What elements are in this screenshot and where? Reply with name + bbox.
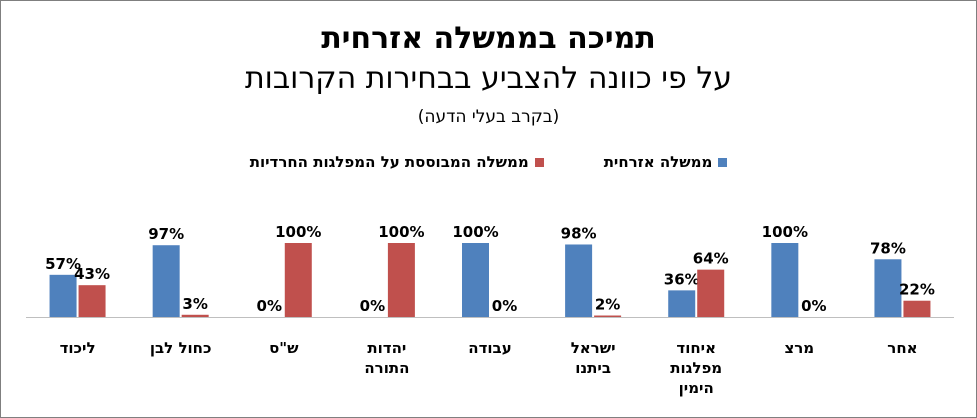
data-label: 100% <box>275 223 321 241</box>
bar-haredi <box>181 314 209 317</box>
bar-civil <box>771 243 799 317</box>
category-label: הימין <box>679 379 714 397</box>
data-label: 36% <box>664 270 700 288</box>
bar-civil <box>565 244 593 317</box>
chart-title: תמיכה בממשלה אזרחית <box>321 21 656 56</box>
legend-label-haredi: ממשלה המבוססת על המפלגות החרדיות <box>249 153 529 171</box>
bar-haredi <box>78 285 106 317</box>
chart-note: (בקרב בעלי הדעה) <box>417 107 560 127</box>
data-label: 0% <box>360 297 385 315</box>
category-label: מרצ <box>784 339 814 357</box>
chart-subtitle: על פי כוונה להצביע בבחירות הקרובות <box>244 61 733 96</box>
category-label: אחר <box>887 339 917 357</box>
data-label: 98% <box>561 224 597 242</box>
data-label: 100% <box>452 223 498 241</box>
category-label: כחול לבן <box>150 339 212 357</box>
data-label: 3% <box>182 295 207 313</box>
data-label: 57% <box>45 255 81 273</box>
bar-civil <box>462 243 489 317</box>
category-label: ביתנו <box>575 359 611 377</box>
category-label: התורה <box>364 359 409 377</box>
category-label: ישראל <box>571 339 616 357</box>
category-label: מפלגות <box>670 359 722 377</box>
data-label: 78% <box>870 239 906 257</box>
legend-item-civil: ממשלה אזרחית <box>604 153 728 171</box>
bar-civil <box>668 290 696 317</box>
category-label: איחוד <box>676 339 716 357</box>
legend-label-civil: ממשלה אזרחית <box>603 153 713 171</box>
bar-haredi <box>697 269 725 317</box>
bar-civil <box>874 259 902 317</box>
bar-haredi <box>284 243 312 317</box>
bar-civil <box>49 274 77 317</box>
category-label: ש"ס <box>269 339 299 357</box>
category-label: עבודה <box>468 339 511 357</box>
data-label: 64% <box>693 250 729 268</box>
bar-haredi <box>594 315 622 317</box>
category-label: ליכוד <box>60 339 96 357</box>
data-label: 100% <box>378 223 424 241</box>
data-label: 0% <box>801 297 826 315</box>
legend-swatch-civil <box>718 157 728 167</box>
data-label: 2% <box>595 296 620 314</box>
category-label: יהדות <box>367 339 406 357</box>
data-label: 100% <box>762 223 808 241</box>
bar-haredi <box>903 300 931 317</box>
data-label: 43% <box>74 265 110 283</box>
bar-civil <box>152 245 180 317</box>
legend-item-haredi: ממשלה המבוססת על המפלגות החרדיות <box>250 153 544 171</box>
data-label: 97% <box>148 225 184 243</box>
legend: ממשלה אזרחית ממשלה המבוססת על המפלגות הח… <box>1 153 976 171</box>
data-label: 22% <box>899 281 935 299</box>
bar-haredi <box>387 243 415 317</box>
data-label: 0% <box>492 297 517 315</box>
data-label: 0% <box>257 297 282 315</box>
legend-swatch-haredi <box>534 157 544 167</box>
